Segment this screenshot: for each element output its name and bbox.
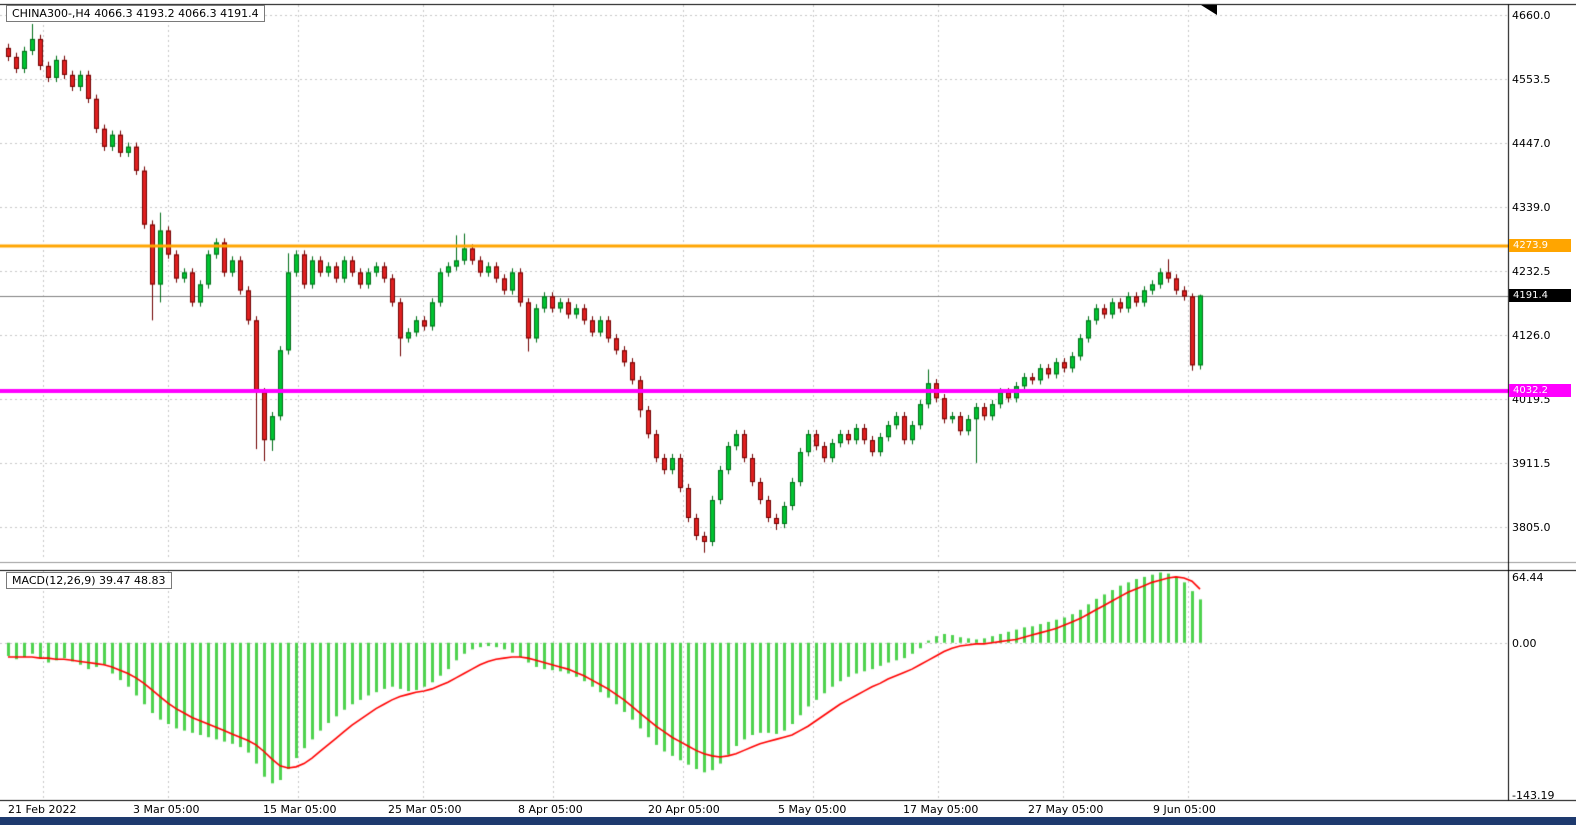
time-axis-label: 20 Apr 05:00: [648, 803, 720, 816]
current-price-tag: 4191.4: [1509, 288, 1571, 302]
price-tick-label: 3911.5: [1512, 457, 1551, 471]
macd-max-label: 64.44: [1512, 571, 1544, 584]
time-axis-label: 21 Feb 2022: [8, 803, 77, 816]
price-tick-label: 4232.5: [1512, 264, 1551, 278]
time-axis-label: 25 Mar 05:00: [388, 803, 462, 816]
macd-min-label: -143.19: [1512, 789, 1555, 802]
macd-zero-label: 0.00: [1512, 636, 1537, 650]
level-price-tag-magenta: 4032.2: [1509, 383, 1571, 397]
price-tick-label: 4553.5: [1512, 72, 1551, 86]
time-axis-label: 17 May 05:00: [903, 803, 979, 816]
time-axis-label: 8 Apr 05:00: [518, 803, 583, 816]
symbol-period-label: CHINA300-,H4: [12, 7, 91, 20]
time-axis-label: 15 Mar 05:00: [263, 803, 337, 816]
time-axis[interactable]: 21 Feb 2022 3 Mar 05:00 15 Mar 05:00 25 Mar…: [0, 800, 1508, 818]
chart-shift-icon: [1201, 5, 1217, 15]
price-axis[interactable]: 4660.0 4553.5 4447.0 4339.0 4232.5 4126.0 4019…: [1508, 4, 1576, 802]
price-tick-label: 4126.0: [1512, 328, 1551, 342]
level-price-tag-orange: 4273.9: [1509, 239, 1571, 253]
symbol-ohlc-overlay: CHINA300-,H4 4066.3 4193.2 4066.3 4191.4: [6, 5, 265, 22]
price-tick-label: 4339.0: [1512, 201, 1551, 215]
ohlc-values-label: 4066.3 4193.2 4066.3 4191.4: [94, 7, 259, 20]
time-axis-label: 5 May 05:00: [778, 803, 847, 816]
price-tick-label: 3805.0: [1512, 520, 1551, 534]
time-axis-label: 3 Mar 05:00: [133, 803, 200, 816]
time-axis-label: 9 Jun 05:00: [1153, 803, 1216, 816]
window-edge-bar: [0, 817, 1576, 825]
time-axis-label: 27 May 05:00: [1028, 803, 1104, 816]
price-tick-label: 4447.0: [1512, 136, 1551, 150]
price-tick-label: 4660.0: [1512, 9, 1551, 22]
macd-indicator-label: MACD(12,26,9) 39.47 48.83: [6, 572, 172, 589]
